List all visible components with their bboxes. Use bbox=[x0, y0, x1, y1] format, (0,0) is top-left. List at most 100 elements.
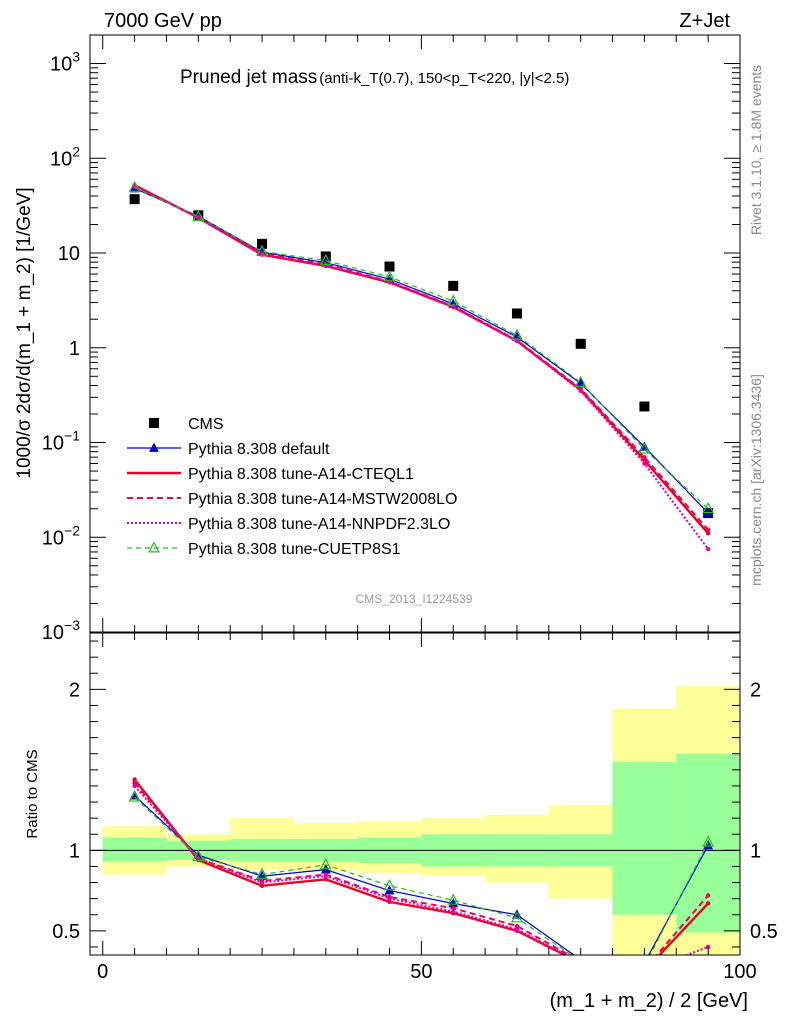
ratio-inner-band bbox=[102, 837, 135, 862]
mcplots-source-label: mcplots.cern.ch [arXiv:1306.3436] bbox=[748, 374, 764, 586]
default-ratio-point bbox=[703, 840, 714, 850]
cuetp8s1-data-point bbox=[447, 294, 460, 306]
cuetp8s1-ratio-point bbox=[639, 961, 649, 970]
main-y-tick-label: 103 bbox=[50, 49, 80, 76]
cuetp8s1-series-line bbox=[134, 187, 709, 510]
ratio-series-group bbox=[128, 777, 715, 973]
cuetp8s1-data-point bbox=[256, 244, 269, 256]
cuetp8s1-ratio-point bbox=[511, 911, 523, 923]
ratio-inner-band bbox=[612, 761, 677, 915]
default-ratio-point bbox=[448, 897, 459, 908]
cuetp8s1-data-point bbox=[511, 328, 523, 340]
main-y-tick-label: 10 bbox=[58, 243, 80, 265]
mstw-ratio-point bbox=[705, 893, 711, 898]
collision-energy-label: 7000 GeV pp bbox=[104, 10, 222, 32]
cuetp8s1-data-point bbox=[702, 501, 715, 514]
nnpdf-ratio-point bbox=[196, 856, 201, 861]
cuetp8s1-data-point bbox=[192, 209, 205, 222]
nnpdf-data-point bbox=[578, 388, 583, 394]
cms-data-point bbox=[575, 338, 586, 349]
x-tick-label: 100 bbox=[723, 961, 756, 983]
default-ratio-point bbox=[580, 954, 582, 955]
cuetp8s1-data-point bbox=[319, 253, 332, 266]
nnpdf-ratio-point bbox=[259, 880, 265, 885]
cms-data-point bbox=[511, 308, 522, 319]
cuetp8s1-data-point bbox=[574, 375, 587, 387]
cuetp8s1-ratio-point bbox=[383, 878, 396, 891]
ratio-y-tick-label-left: 1 bbox=[69, 840, 80, 862]
cms-data-point bbox=[448, 280, 459, 291]
mstw-ratio-point bbox=[578, 959, 582, 963]
nnpdf-ratio-point bbox=[705, 944, 711, 950]
legend-label-cuetp8s1: Pythia 8.308 tune-CUETP8S1 bbox=[188, 541, 401, 558]
process-label: Z+Jet bbox=[679, 10, 730, 32]
cteql1-ratio-point bbox=[323, 877, 328, 882]
legend-marker-cuetp8s1 bbox=[148, 541, 160, 553]
mstw-data-point bbox=[642, 454, 647, 460]
mstw-data-point bbox=[705, 527, 711, 532]
ratio-y-tick-label-right: 1 bbox=[750, 840, 761, 862]
nnpdf-ratio-point bbox=[514, 927, 520, 932]
plot-title: Pruned jet mass (anti-k_T(0.7), 150<p_T<2… bbox=[180, 67, 569, 88]
nnpdf-ratio-line bbox=[133, 785, 709, 955]
default-ratio-point bbox=[257, 870, 268, 880]
cuetp8s1-ratio-point bbox=[128, 790, 141, 802]
x-tick-label: 50 bbox=[410, 961, 432, 983]
cuetp8s1-data-point bbox=[383, 270, 396, 282]
cuetp8s1-data-point bbox=[638, 442, 651, 454]
cuetp8s1-ratio-line bbox=[134, 796, 709, 955]
ratio-y-tick-label-right: 2 bbox=[750, 679, 761, 701]
legend: CMS Pythia 8.308 default Pythia 8.308 tune… bbox=[127, 416, 457, 558]
x-axis-label: (m_1 + m_2) / 2 [GeV] bbox=[550, 990, 748, 1012]
rivet-version-label: Rivet 3.1.10, ≥ 1.8M events bbox=[748, 65, 764, 235]
cms-data-point bbox=[257, 238, 268, 249]
legend-marker-default bbox=[149, 442, 159, 452]
cteql1-ratio-point bbox=[132, 777, 137, 782]
cms-data-point bbox=[639, 401, 650, 412]
plot-title-detail: (anti-k_T(0.7), 150<p_T<220, |y|<2.5) bbox=[319, 70, 569, 87]
nnpdf-data-point bbox=[196, 215, 201, 220]
ratio-tick-labels: 0.5 0.5 1 1 2 2 0 50 100 bbox=[52, 679, 778, 983]
cteql1-ratio-point bbox=[705, 901, 711, 906]
mstw-ratio-point bbox=[642, 967, 646, 971]
ratio-y-tick-label-left: 2 bbox=[69, 679, 80, 701]
cuetp8s1-ratio-point bbox=[256, 867, 269, 879]
main-y-tick-label: 10−3 bbox=[42, 617, 80, 644]
nnpdf-ratio-point bbox=[387, 896, 392, 901]
ratio-uncertainty-bands bbox=[102, 686, 740, 955]
mstw-ratio-line bbox=[133, 782, 709, 955]
cteql1-ratio-point bbox=[642, 969, 646, 973]
plot-title-main: Pruned jet mass bbox=[180, 67, 317, 88]
legend-label-default: Pythia 8.308 default bbox=[188, 441, 330, 458]
cteql1-ratio-point bbox=[259, 883, 265, 888]
ratio-inner-band bbox=[134, 837, 167, 862]
cteql1-ratio-line bbox=[133, 778, 710, 955]
mstw-ratio-point bbox=[132, 780, 137, 785]
main-panel: 10−3 10−2 10−1 1 10 102 103 Pruned jet mass (an… bbox=[14, 34, 764, 644]
legend-label-cms: CMS bbox=[188, 416, 224, 433]
mstw-series-line bbox=[134, 185, 709, 531]
ratio-frame bbox=[89, 632, 741, 956]
cuetp8s1-ratio-point bbox=[319, 858, 332, 870]
nnpdf-series-line bbox=[134, 185, 709, 550]
cms-data-point bbox=[129, 194, 140, 205]
cuetp8s1-data-point bbox=[128, 180, 141, 193]
default-ratio-point bbox=[639, 958, 649, 967]
cteql1-ratio-point bbox=[387, 899, 392, 905]
ratio-y-tick-label-right: 0.5 bbox=[750, 921, 778, 943]
nnpdf-data-point bbox=[705, 546, 711, 552]
ratio-panel: 0.5 0.5 1 1 2 2 0 50 100 Ratio to CMS (m_1 + m_2… bbox=[24, 632, 778, 1012]
nnpdf-ratio-point bbox=[323, 873, 328, 879]
main-y-tick-label: 1 bbox=[69, 338, 80, 360]
main-series-group bbox=[128, 180, 715, 552]
cuetp8s1-ratio-point bbox=[580, 954, 581, 955]
main-axis-ticks bbox=[90, 34, 741, 633]
cteql1-data-point bbox=[705, 531, 711, 536]
cms-data-point bbox=[384, 261, 395, 272]
legend-marker-cms bbox=[149, 418, 159, 428]
ratio-y-tick-label-left: 0.5 bbox=[52, 921, 80, 943]
cuetp8s1-ratio-point bbox=[702, 835, 715, 847]
mstw-ratio-point bbox=[514, 923, 520, 929]
cteql1-ratio-point bbox=[578, 961, 582, 965]
